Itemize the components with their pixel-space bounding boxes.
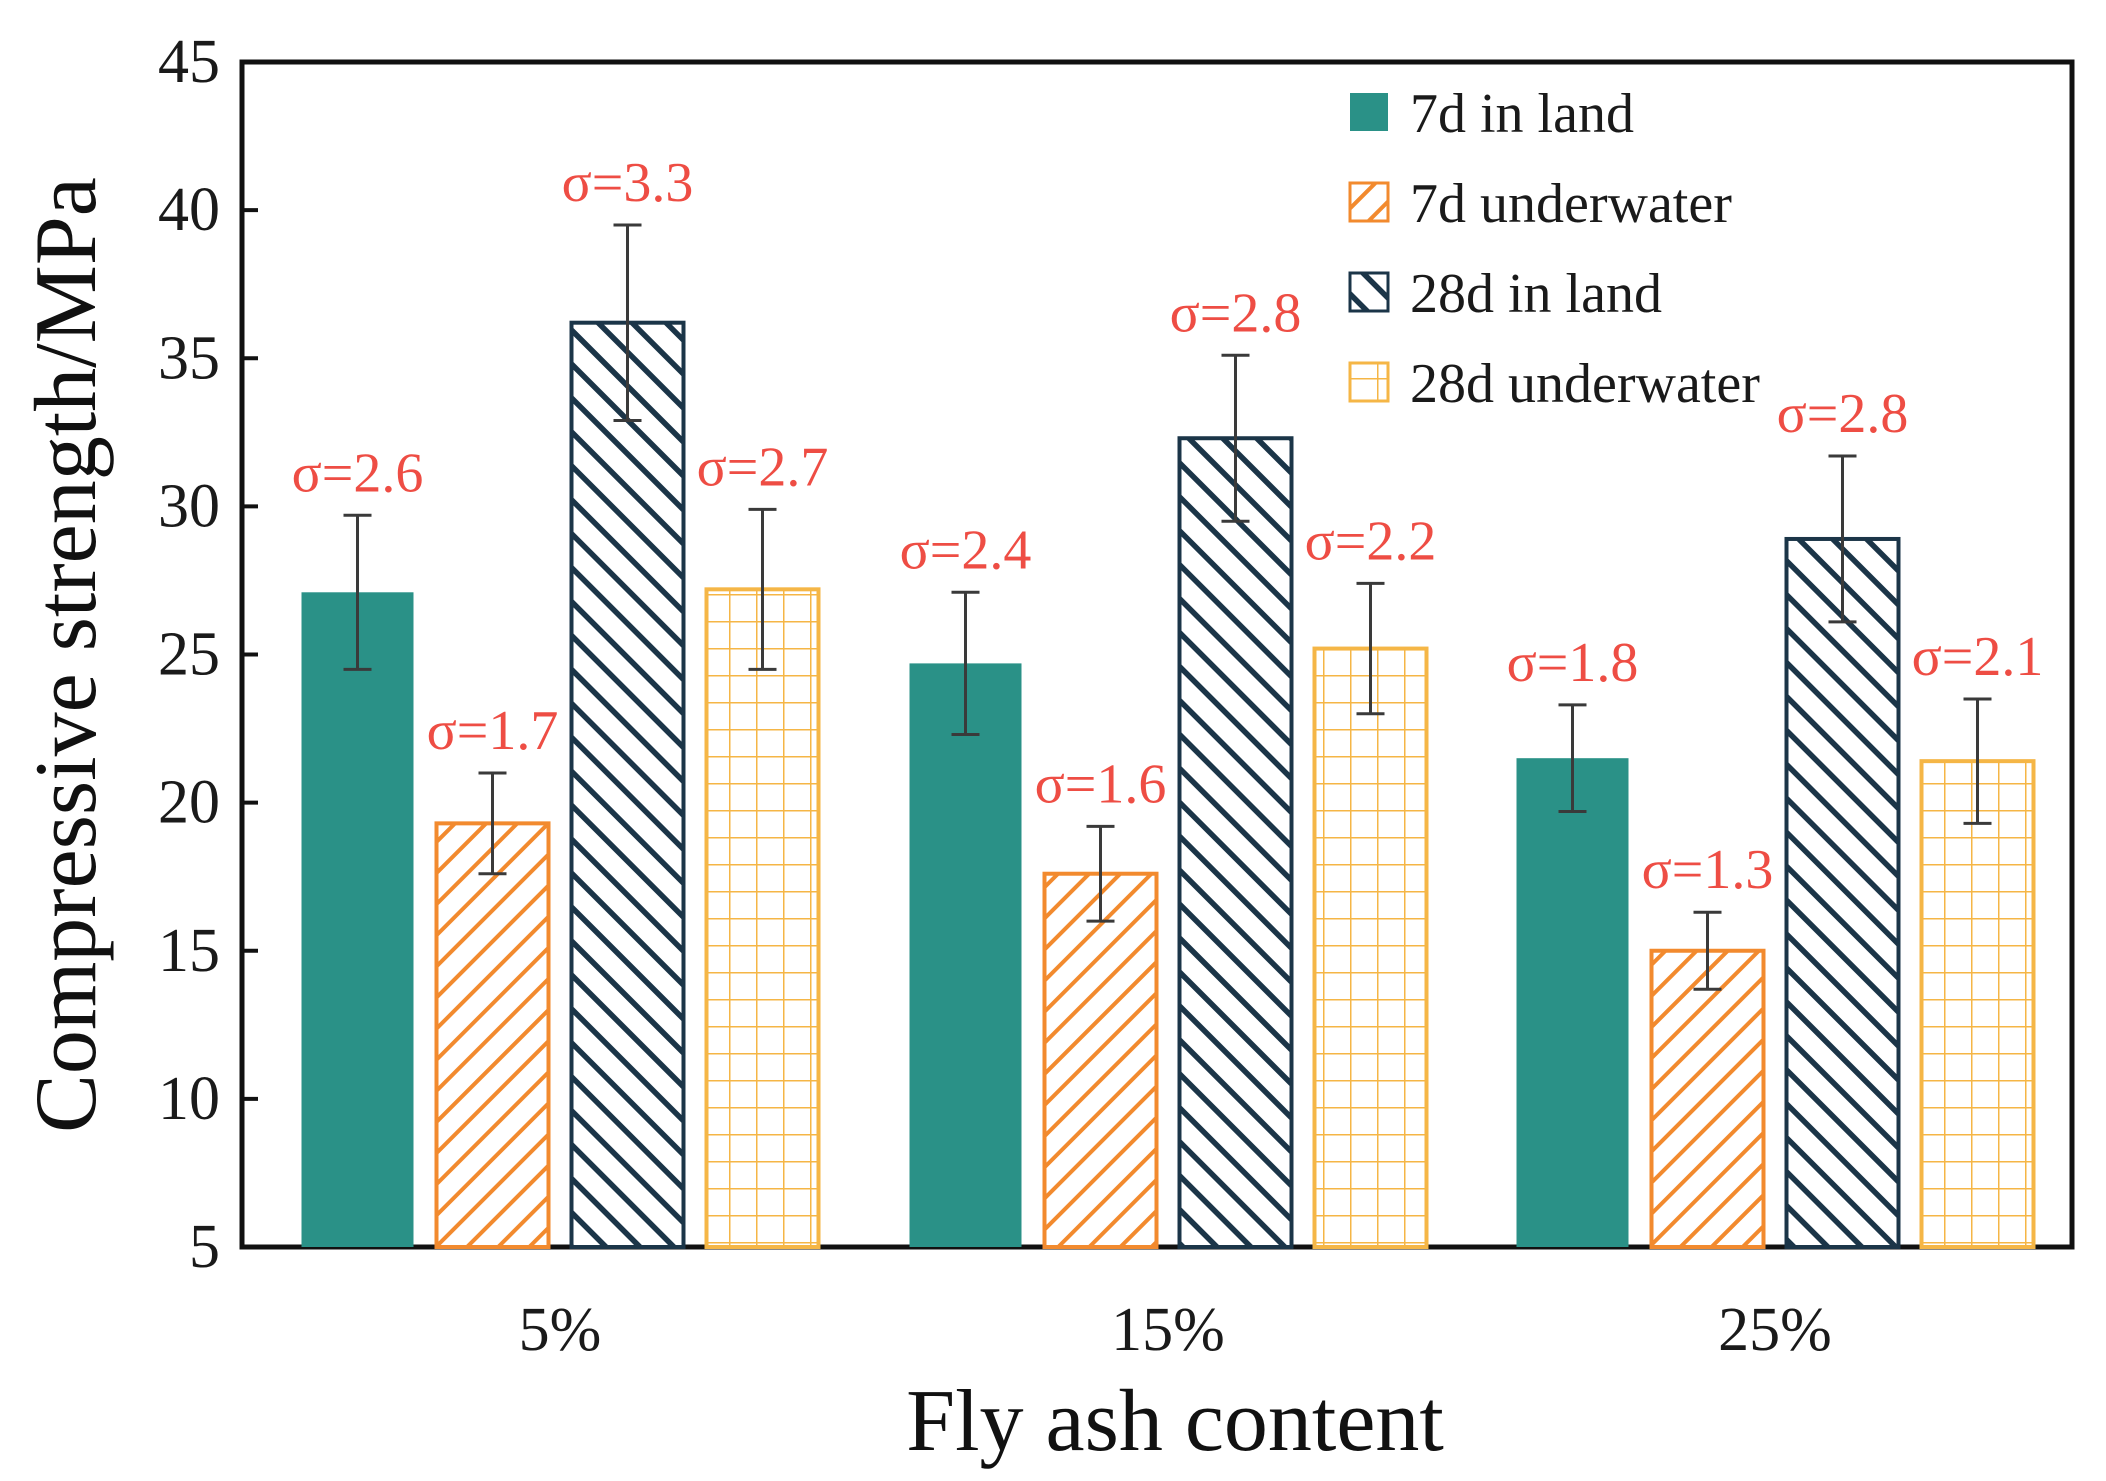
bar-28d-underwater-15pct — [1312, 646, 1429, 1249]
bar-28d-underwater-5pct — [704, 587, 821, 1249]
sigma-annotations-layer: σ=2.6 σ=2.4 σ=1.8 σ=1.7 σ=1.6 σ=1.3 σ=3.3 σ=2.8… — [292, 152, 2044, 901]
error-bar — [1086, 824, 1115, 923]
legend-label-28d-in-land: 28d in land — [1410, 263, 1662, 325]
legend: 7d in land 7d underwater 28d in land 28d… — [1348, 83, 1760, 415]
bar-7d-in-land-15pct — [909, 663, 1022, 1247]
error-bar — [1828, 454, 1857, 624]
error-bar — [343, 513, 372, 671]
legend-swatch-28d-underwater — [1348, 361, 1390, 403]
bars-layer — [301, 320, 2036, 1250]
x-axis-title: Fly ash content — [906, 1373, 1444, 1470]
sigma-annotation: σ=1.7 — [427, 700, 559, 762]
y-tick-label: 30 — [158, 472, 220, 540]
x-axis: 5% 15% 25% — [519, 1296, 1832, 1364]
y-tick-label: 35 — [158, 324, 220, 392]
sigma-annotation: σ=2.8 — [1170, 282, 1302, 344]
sigma-annotation: σ=2.1 — [1912, 626, 2044, 688]
y-tick-label: 25 — [158, 621, 220, 689]
legend-swatch-7d-underwater — [1348, 181, 1390, 223]
error-bar — [478, 771, 507, 876]
bar-7d-underwater-25pct — [1649, 948, 1766, 1249]
x-tick-label: 15% — [1111, 1296, 1225, 1364]
sigma-annotation: σ=3.3 — [562, 152, 694, 214]
error-bar — [613, 223, 642, 422]
y-tick-label: 5 — [189, 1213, 220, 1281]
error-bar — [1963, 697, 1992, 825]
error-bar — [1221, 353, 1250, 523]
legend-swatch-28d-in-land — [1348, 271, 1390, 313]
error-bar — [951, 590, 980, 736]
bar-28d-in-land-25pct — [1784, 536, 1901, 1249]
y-tick-label: 15 — [158, 917, 220, 985]
bar-28d-in-land-5pct — [569, 320, 686, 1249]
bar-28d-underwater-25pct — [1919, 759, 2036, 1250]
sigma-annotation: σ=2.7 — [697, 436, 829, 498]
legend-swatch-7d-in-land — [1350, 93, 1388, 131]
x-tick-label: 25% — [1718, 1296, 1832, 1364]
sigma-annotation: σ=2.4 — [900, 519, 1032, 581]
bar-7d-underwater-15pct — [1042, 871, 1159, 1249]
error-bar — [1356, 581, 1385, 716]
error-bar — [748, 507, 777, 671]
error-bar — [1558, 703, 1587, 814]
error-bar — [1693, 910, 1722, 991]
sigma-annotation: σ=2.6 — [292, 442, 424, 504]
x-tick-label: 5% — [519, 1296, 602, 1364]
y-axis-title: Compressive strength/MPa — [18, 177, 115, 1133]
y-tick-label: 20 — [158, 769, 220, 837]
y-tick-label: 40 — [158, 176, 220, 244]
bar-7d-in-land-25pct — [1516, 758, 1629, 1247]
bar-7d-in-land-5pct — [301, 592, 414, 1247]
legend-label-28d-underwater: 28d underwater — [1410, 353, 1760, 415]
y-tick-label: 45 — [158, 28, 220, 96]
bar-28d-in-land-15pct — [1177, 436, 1294, 1249]
y-tick-label: 10 — [158, 1065, 220, 1133]
sigma-annotation: σ=2.8 — [1777, 383, 1909, 445]
error-bars-layer — [343, 223, 1992, 991]
bar-7d-underwater-5pct — [434, 821, 551, 1249]
y-axis: 5 10 15 20 25 30 35 40 45 — [158, 28, 258, 1281]
sigma-annotation: σ=1.8 — [1507, 632, 1639, 694]
legend-label-7d-in-land: 7d in land — [1410, 83, 1634, 145]
sigma-annotation: σ=1.6 — [1035, 753, 1167, 815]
sigma-annotation: σ=2.2 — [1305, 510, 1437, 572]
legend-label-7d-underwater: 7d underwater — [1410, 173, 1732, 235]
sigma-annotation: σ=1.3 — [1642, 839, 1774, 901]
